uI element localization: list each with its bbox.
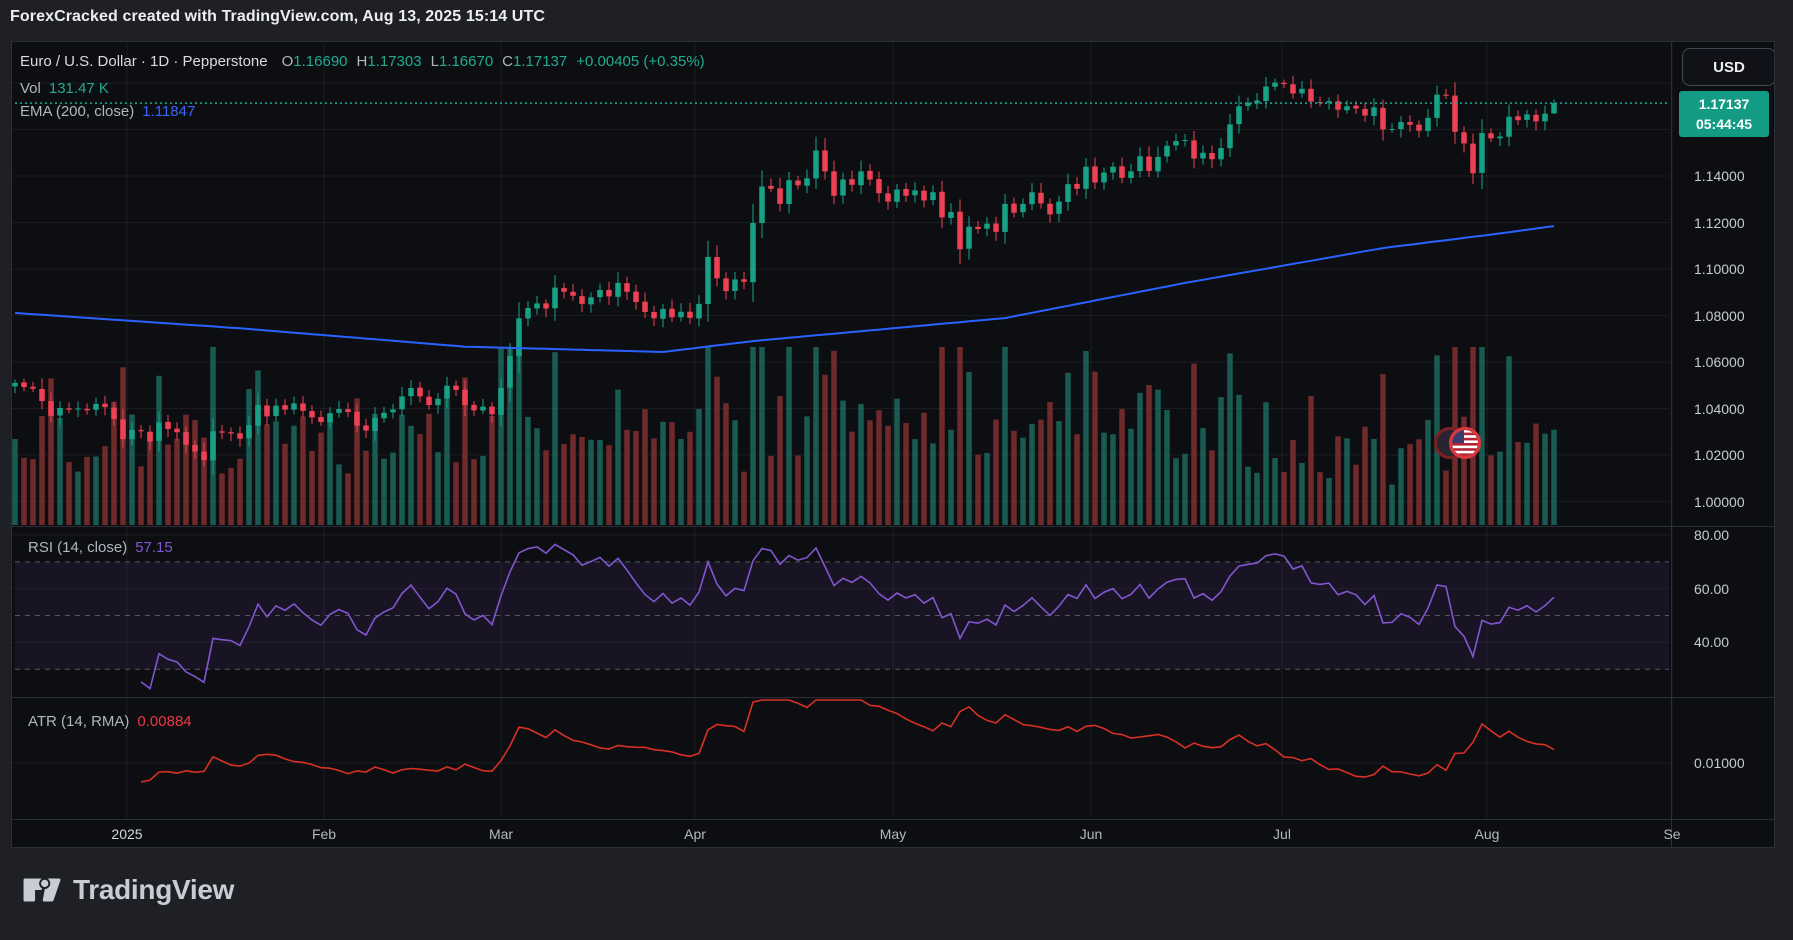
ema-value: 1.11847 bbox=[142, 103, 196, 120]
low-label: L bbox=[430, 53, 439, 70]
last-price-value: 1.17137 bbox=[1698, 96, 1750, 112]
rsi-legend[interactable]: RSI (14, close) 57.15 bbox=[28, 539, 173, 556]
open-value: 1.16690 bbox=[293, 53, 348, 70]
volume-label: Vol bbox=[20, 80, 41, 97]
chart-canvas[interactable] bbox=[11, 41, 1775, 848]
export-caption: ForexCracked created with TradingView.co… bbox=[10, 8, 545, 25]
high-label: H bbox=[356, 53, 368, 70]
tradingview-logo[interactable]: TradingView bbox=[22, 872, 234, 908]
open-label: O bbox=[281, 53, 294, 70]
us-flag-event-icon[interactable] bbox=[1429, 422, 1499, 464]
price-axis-label: 1.00000 bbox=[1694, 493, 1745, 510]
bar-countdown: 05:44:45 bbox=[1695, 116, 1753, 132]
low-value: 1.16670 bbox=[438, 53, 494, 70]
currency-toggle-button[interactable]: USD bbox=[1682, 48, 1774, 86]
volume-value: 131.47 K bbox=[48, 80, 109, 97]
price-axis-label: 1.08000 bbox=[1694, 307, 1745, 324]
ema-legend[interactable]: EMA (200, close) 1.11847 bbox=[20, 103, 195, 120]
atr-value: 0.00884 bbox=[137, 713, 192, 730]
time-axis-label: Jun bbox=[1079, 826, 1103, 842]
time-axis-label: Se bbox=[1663, 826, 1681, 842]
volume-legend[interactable]: Vol 131.47 K bbox=[20, 80, 109, 97]
price-axis-label: 1.04000 bbox=[1694, 400, 1745, 417]
change-value: +0.00405 (+0.35%) bbox=[576, 53, 705, 70]
time-axis-label: Apr bbox=[684, 826, 706, 842]
time-scale[interactable]: 2025 Feb Mar Apr May Jun Jul Aug Se bbox=[12, 819, 1774, 847]
time-axis-label: May bbox=[879, 826, 907, 842]
close-value: 1.17137 bbox=[513, 53, 568, 70]
ema-label: EMA (200, close) bbox=[20, 103, 135, 120]
tradingview-logo-icon bbox=[23, 877, 61, 902]
rsi-axis-label: 80.00 bbox=[1694, 527, 1730, 543]
high-value: 1.17303 bbox=[367, 53, 422, 70]
time-axis-label: Feb bbox=[311, 826, 337, 842]
rsi-value: 57.15 bbox=[135, 539, 173, 556]
time-axis-label: Jul bbox=[1273, 826, 1291, 842]
last-price-badge[interactable]: 1.17137 05:44:45 bbox=[1679, 91, 1769, 137]
time-axis-label: Mar bbox=[488, 826, 514, 842]
price-axis-label: 1.12000 bbox=[1694, 214, 1745, 231]
atr-legend[interactable]: ATR (14, RMA) 0.00884 bbox=[28, 713, 192, 730]
price-axis-label: 1.10000 bbox=[1694, 261, 1745, 277]
rsi-label: RSI (14, close) bbox=[28, 539, 128, 556]
rsi-axis-label: 60.00 bbox=[1694, 580, 1730, 597]
close-label: C bbox=[502, 53, 514, 70]
time-axis-label: 2025 bbox=[111, 826, 143, 842]
price-axis-label: 1.06000 bbox=[1694, 354, 1745, 370]
price-axis-label: 1.02000 bbox=[1694, 447, 1745, 463]
time-axis-label: Aug bbox=[1474, 826, 1500, 842]
rsi-axis-label: 40.00 bbox=[1694, 634, 1730, 651]
tradingview-logo-text: TradingView bbox=[73, 874, 235, 905]
symbol-title: Euro / U.S. Dollar · 1D · Pepperstone bbox=[20, 53, 268, 70]
price-scale[interactable]: 1.14000 1.12000 1.10000 1.08000 1.06000 1.040… bbox=[1672, 42, 1774, 819]
price-axis-label: 1.14000 bbox=[1694, 168, 1745, 184]
atr-label: ATR (14, RMA) bbox=[28, 713, 130, 730]
atr-axis-label: 0.01000 bbox=[1694, 755, 1745, 771]
